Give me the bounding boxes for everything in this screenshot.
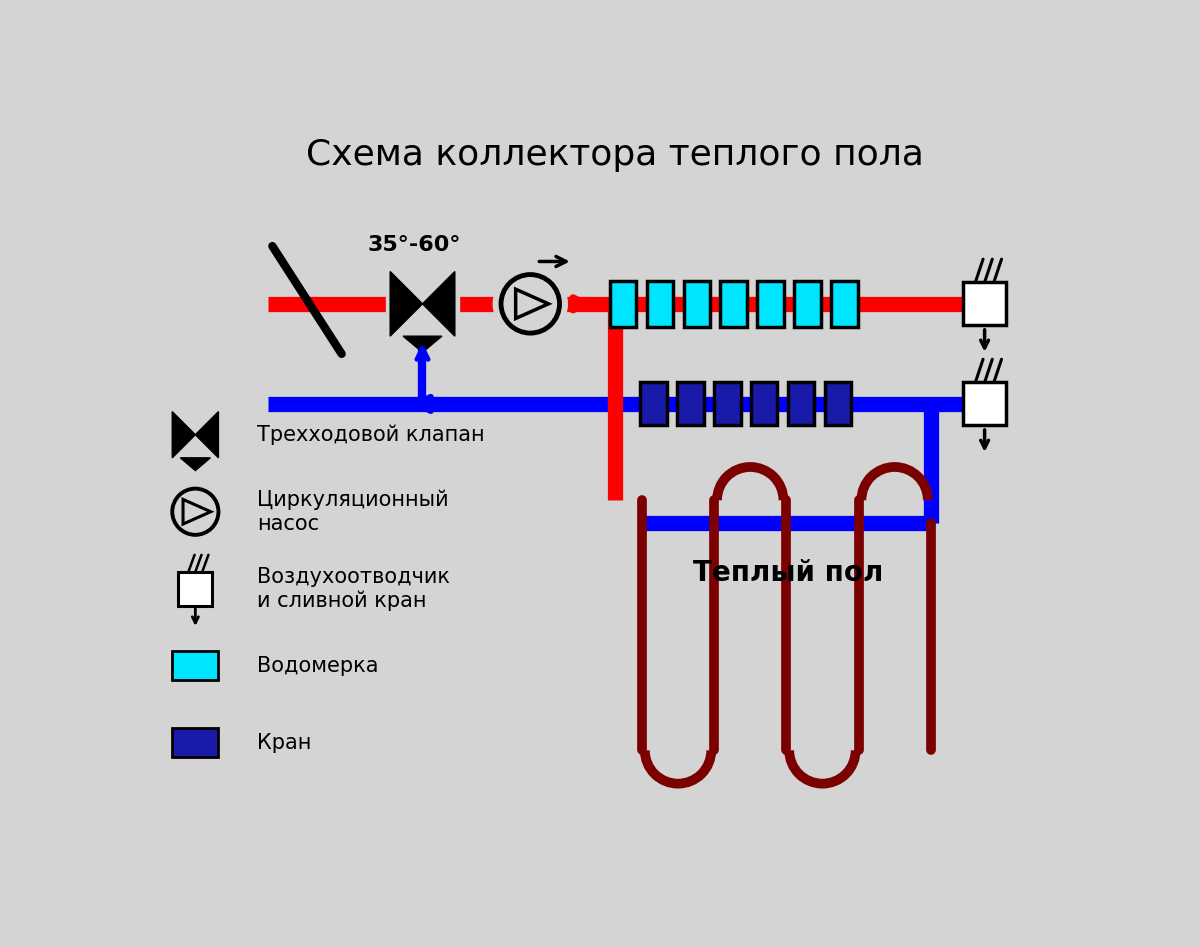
Bar [714,383,740,425]
Text: 35°-60°: 35°-60° [368,235,462,255]
Bar [173,728,218,758]
Text: Кран: Кран [257,733,311,753]
Bar [964,282,1006,326]
Text: Схема коллектора теплого пола: Схема коллектора теплого пола [306,138,924,172]
Polygon shape [196,412,218,457]
Bar [757,280,784,327]
Bar [826,383,851,425]
Bar [794,280,821,327]
Bar [386,268,458,340]
Bar [641,383,666,425]
Polygon shape [403,336,442,352]
Text: Воздухоотводчик
и сливной кран: Воздухоотводчик и сливной кран [257,567,450,611]
Bar [964,383,1006,425]
Text: Водомерка: Водомерка [257,655,378,676]
Bar [610,280,636,327]
Bar [832,280,858,327]
Bar [647,280,673,327]
Bar [173,652,218,680]
Polygon shape [180,457,210,471]
Polygon shape [422,272,455,336]
Circle shape [493,267,568,341]
Text: Циркуляционный
насос: Циркуляционный насос [257,490,449,533]
Bar [751,383,778,425]
Bar [179,572,212,606]
Bar [788,383,815,425]
Text: Теплый пол: Теплый пол [694,560,883,587]
Polygon shape [173,412,196,457]
Text: Трехходовой клапан: Трехходовой клапан [257,424,485,445]
Bar [677,383,703,425]
Bar [720,280,746,327]
Polygon shape [390,272,422,336]
Bar [684,280,709,327]
